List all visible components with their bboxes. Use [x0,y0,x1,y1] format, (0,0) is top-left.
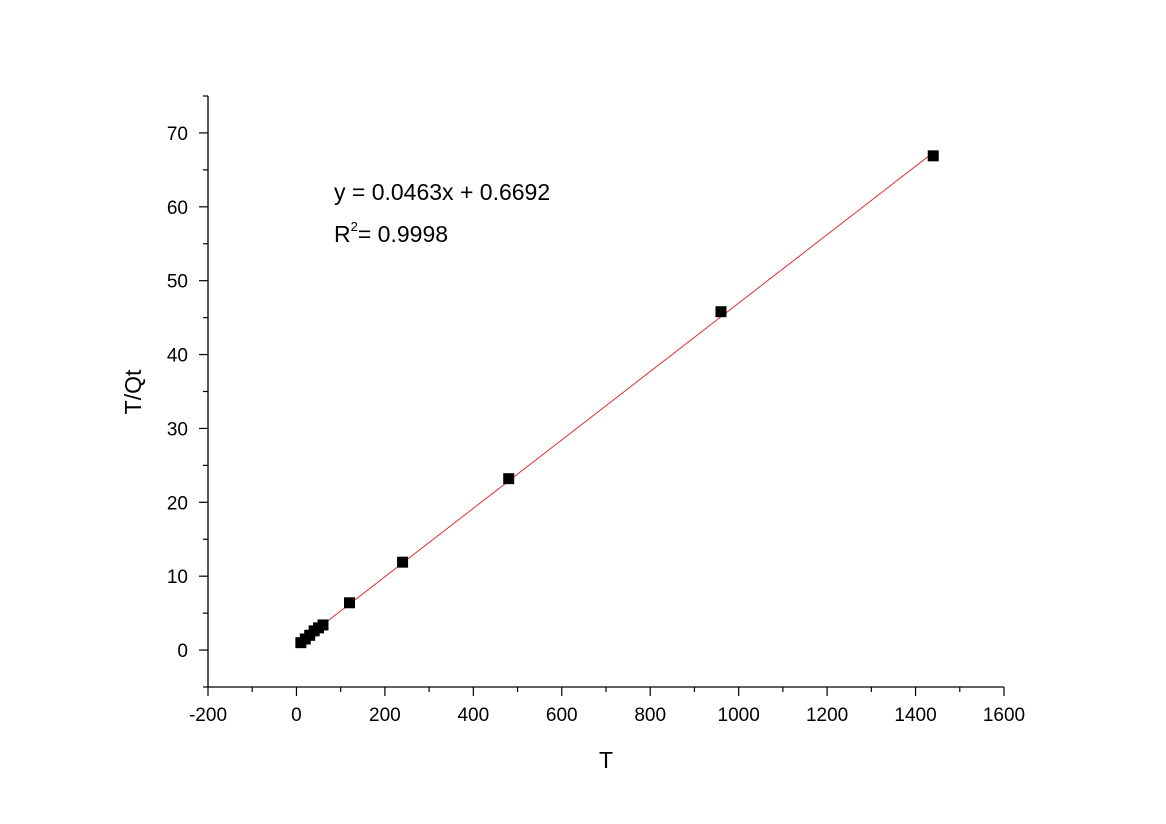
x-tick-label: 1200 [806,705,848,726]
data-point [503,473,515,485]
data-points [295,150,939,649]
x-tick-label: 600 [546,705,578,726]
y-tick-label: 40 [167,346,188,367]
data-point [344,597,356,609]
y-axis-title: T/Qt [120,369,146,414]
x-tick-label: 200 [369,705,401,726]
y-tick-label: 0 [177,641,188,662]
axes [207,96,1004,688]
r-squared-sup: 2 [351,219,358,234]
x-tick-label: 1600 [983,705,1025,726]
r-squared-value: = 0.9998 [358,221,448,247]
ticks: -200 0 200 400 600 800 1000 1200 1400 1600 0 10 20 30… [167,95,1025,726]
fit-equation: y = 0.0463x + 0.6692 [334,179,550,205]
y-tick-label: 10 [167,567,188,588]
data-point [397,556,409,568]
x-tick-label: -200 [189,705,227,726]
y-tick-label: 20 [167,493,188,514]
fit-line-group [309,152,934,636]
x-tick-label: 0 [291,705,302,726]
y-tick-label: 60 [167,198,188,219]
x-tick-label: 400 [457,705,489,726]
y-tick-label: 70 [167,124,188,145]
r-squared-base: R [334,221,351,247]
y-tick-label: 50 [167,272,188,293]
data-point [715,306,727,318]
data-point [927,150,939,162]
fit-line [309,152,934,636]
x-axis-title: T [599,747,613,773]
x-tick-label: 1000 [718,705,760,726]
x-tick-label: 800 [634,705,666,726]
r-squared: R2= 0.9998 [334,219,448,247]
data-point [317,619,329,631]
x-tick-label: 1400 [894,705,936,726]
y-tick-label: 30 [167,419,188,440]
